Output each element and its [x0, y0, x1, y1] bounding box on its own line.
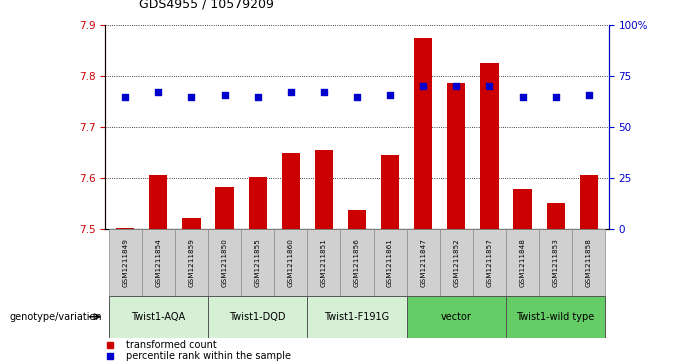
Text: Twist1-wild type: Twist1-wild type [517, 312, 595, 322]
Bar [315, 150, 333, 229]
Point [583, 91, 594, 97]
Bar [182, 217, 201, 229]
FancyBboxPatch shape [373, 229, 407, 296]
FancyBboxPatch shape [341, 229, 373, 296]
Text: GSM1211854: GSM1211854 [155, 238, 161, 287]
Text: genotype/variation: genotype/variation [10, 312, 102, 322]
Point [286, 90, 296, 95]
Point [252, 94, 263, 99]
Bar [480, 63, 498, 229]
Bar [116, 228, 135, 229]
Text: GSM1211856: GSM1211856 [354, 238, 360, 287]
Text: GSM1211849: GSM1211849 [122, 238, 129, 287]
FancyBboxPatch shape [407, 229, 440, 296]
Point [484, 83, 495, 89]
Point [517, 94, 528, 99]
Text: GSM1211851: GSM1211851 [321, 238, 327, 287]
Point [318, 90, 329, 95]
FancyBboxPatch shape [407, 296, 506, 338]
FancyBboxPatch shape [539, 229, 572, 296]
Text: GSM1211858: GSM1211858 [585, 238, 592, 287]
FancyBboxPatch shape [473, 229, 506, 296]
Text: Twist1-AQA: Twist1-AQA [131, 312, 186, 322]
Text: GSM1211860: GSM1211860 [288, 238, 294, 287]
Text: GSM1211848: GSM1211848 [520, 238, 526, 287]
FancyBboxPatch shape [241, 229, 274, 296]
Text: GDS4955 / 10579209: GDS4955 / 10579209 [139, 0, 274, 11]
Text: GSM1211861: GSM1211861 [387, 238, 393, 287]
FancyBboxPatch shape [274, 229, 307, 296]
Text: percentile rank within the sample: percentile rank within the sample [126, 351, 290, 361]
FancyBboxPatch shape [506, 296, 605, 338]
Point [550, 94, 561, 99]
FancyBboxPatch shape [307, 296, 407, 338]
Text: Twist1-DQD: Twist1-DQD [229, 312, 286, 322]
Point [120, 94, 131, 99]
FancyBboxPatch shape [175, 229, 208, 296]
Text: vector: vector [441, 312, 472, 322]
Point [186, 94, 197, 99]
FancyBboxPatch shape [307, 229, 341, 296]
Bar [348, 210, 366, 229]
FancyBboxPatch shape [142, 229, 175, 296]
Text: GSM1211850: GSM1211850 [222, 238, 228, 287]
FancyBboxPatch shape [109, 229, 142, 296]
Text: transformed count: transformed count [126, 340, 216, 350]
FancyBboxPatch shape [208, 229, 241, 296]
Point [385, 91, 396, 97]
Bar [447, 83, 465, 229]
FancyBboxPatch shape [506, 229, 539, 296]
Bar [414, 38, 432, 229]
Bar [513, 189, 532, 229]
Text: GSM1211852: GSM1211852 [454, 238, 459, 287]
FancyBboxPatch shape [440, 229, 473, 296]
Text: GSM1211859: GSM1211859 [188, 238, 194, 287]
Bar [216, 187, 234, 229]
Point [352, 94, 362, 99]
Bar [282, 154, 300, 229]
Point [418, 83, 428, 89]
Text: GSM1211853: GSM1211853 [553, 238, 559, 287]
Text: Twist1-F191G: Twist1-F191G [324, 312, 390, 322]
Text: GSM1211855: GSM1211855 [255, 238, 260, 287]
Bar [547, 203, 564, 229]
FancyBboxPatch shape [109, 296, 208, 338]
Point [219, 91, 230, 97]
Bar [150, 175, 167, 229]
Point [153, 90, 164, 95]
FancyBboxPatch shape [572, 229, 605, 296]
FancyBboxPatch shape [208, 296, 307, 338]
Text: GSM1211857: GSM1211857 [486, 238, 492, 287]
Bar [249, 177, 267, 229]
Text: GSM1211847: GSM1211847 [420, 238, 426, 287]
Bar [381, 155, 399, 229]
Bar [579, 175, 598, 229]
Point [451, 83, 462, 89]
